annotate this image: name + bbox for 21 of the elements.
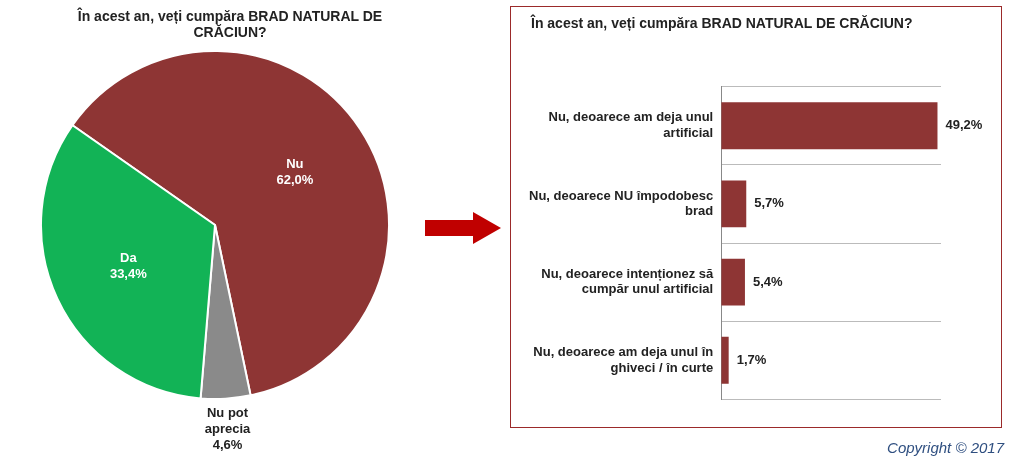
y-tick-label: Nu, deoarece am deja unul în ghiveci / în curte bbox=[533, 344, 714, 375]
data-label: 62,0% bbox=[276, 172, 314, 188]
data-label: 5,7% bbox=[754, 195, 785, 211]
data-label: 49,2% bbox=[945, 117, 983, 133]
y-tick-label: Nu, deoarece intenționez să cumpăr unul artificial bbox=[541, 265, 714, 297]
y-tick-label: Nu, deoarece NU împodobesc brad bbox=[528, 187, 714, 219]
data-label: 1,7% bbox=[736, 351, 767, 367]
chart-title: În acest an, veți cumpăra BRAD NATURAL DE CRĂCIUN? bbox=[531, 15, 914, 31]
data-label: 5,4% bbox=[752, 273, 784, 289]
chart-title: În acest an, veți cumpăra BRAD NATURAL DE CRĂCIUN? bbox=[76, 8, 384, 40]
slice-label: Nu pot aprecia bbox=[204, 404, 252, 436]
data-label: 33,4% bbox=[109, 265, 148, 281]
bar bbox=[721, 258, 745, 306]
slice-label: Nu bbox=[286, 156, 304, 172]
y-tick-label: Nu, deoarece am deja unul artificial bbox=[548, 109, 714, 141]
bar bbox=[721, 102, 938, 150]
slice-label: Da bbox=[120, 249, 138, 265]
data-label: 4,6% bbox=[212, 436, 243, 452]
bar bbox=[721, 336, 729, 384]
bar bbox=[721, 180, 747, 228]
text: Copyright © 2017 bbox=[887, 439, 1004, 456]
